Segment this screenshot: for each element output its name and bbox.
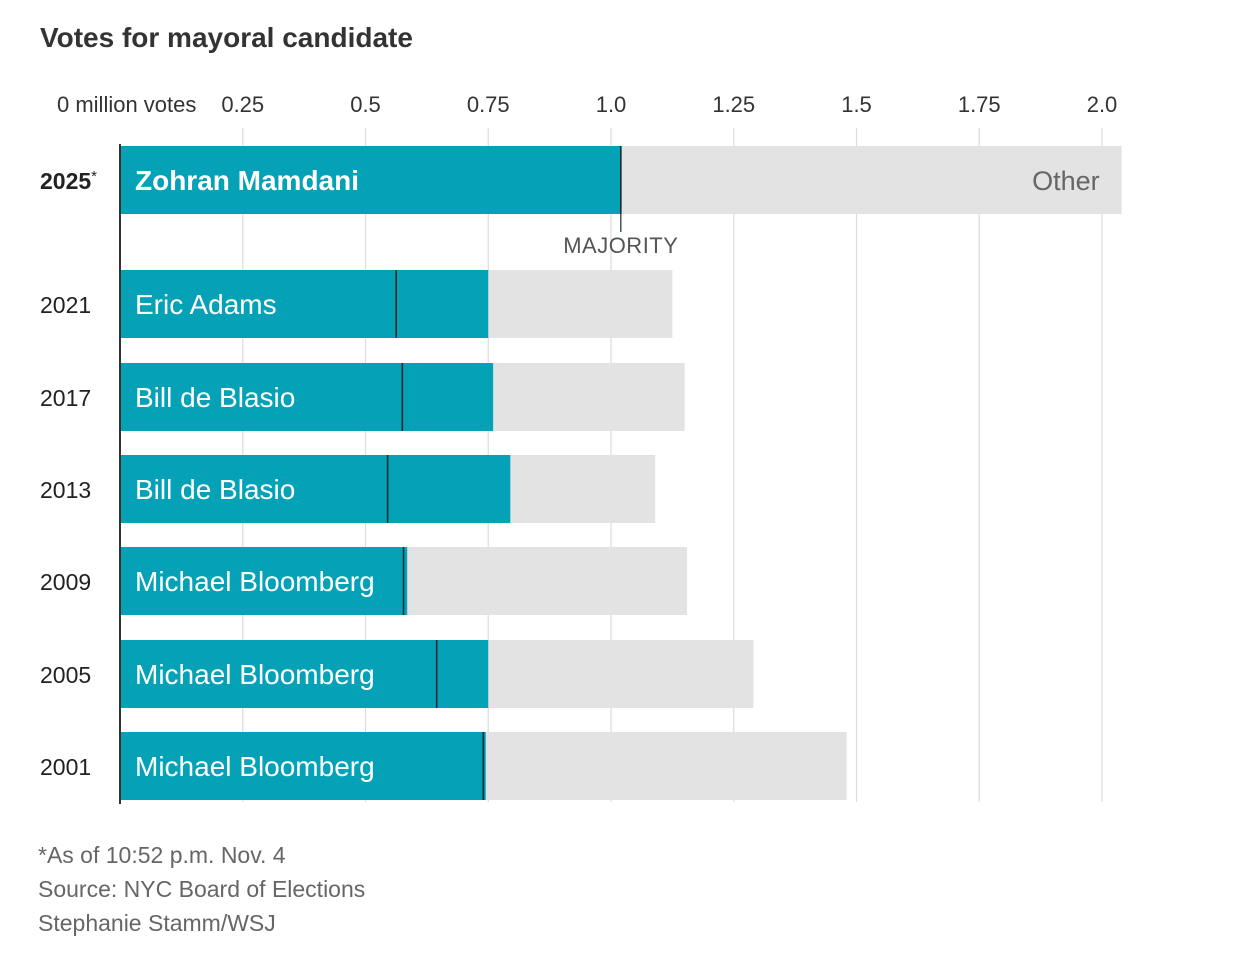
- winner-name-label: Eric Adams: [135, 289, 277, 320]
- x-axis-tick-labels: 0 million votes 0.25 0.5 0.75 1.0 1.25 1.5 1.75…: [57, 92, 1117, 117]
- year-label: 2025*: [40, 168, 97, 194]
- winner-votes-bar: [120, 455, 511, 523]
- x-tick-label: 1.75: [958, 92, 1001, 117]
- year-label: 2009: [40, 569, 91, 595]
- year-label-text: 2009: [40, 569, 91, 595]
- majority-annotation: MAJORITY: [563, 233, 678, 258]
- winner-name-label: Bill de Blasio: [135, 382, 295, 413]
- other-votes-bar: [493, 363, 685, 431]
- year-label: 2005: [40, 662, 91, 688]
- year-label: 2021: [40, 292, 91, 318]
- other-votes-bar: [510, 455, 656, 523]
- other-votes-bar: [620, 146, 1122, 214]
- footnotes: *As of 10:52 p.m. Nov. 4 Source: NYC Boa…: [38, 838, 365, 940]
- year-label-text: 2021: [40, 292, 91, 318]
- winner-name-label: Michael Bloomberg: [135, 751, 375, 782]
- winner-votes-bar: [120, 270, 489, 338]
- year-label-text: 2013: [40, 477, 91, 503]
- other-votes-bar: [407, 547, 688, 615]
- winner-votes-bar: [120, 146, 621, 214]
- year-label: 2001: [40, 754, 91, 780]
- x-tick-label: 0.5: [350, 92, 381, 117]
- year-label: 2013: [40, 477, 91, 503]
- x-tick-label: 0.25: [221, 92, 264, 117]
- footnote-credit: Stephanie Stamm/WSJ: [38, 910, 276, 936]
- winner-votes-bar: [120, 640, 489, 708]
- winner-name-label: Michael Bloomberg: [135, 659, 375, 690]
- year-label-text: 2005: [40, 662, 91, 688]
- chart-title: Votes for mayoral candidate: [40, 22, 413, 53]
- bar-labels: 2025* Zohran Mamdani 2021 Eric Adams 2017 Bil…: [40, 144, 1100, 804]
- x-tick-label: 2.0: [1087, 92, 1118, 117]
- x-tick-label: 1.5: [841, 92, 872, 117]
- year-asterisk: *: [91, 168, 97, 185]
- year-label-text: 2025: [40, 168, 91, 194]
- x-tick-label: 1.0: [596, 92, 627, 117]
- x-tick-label: 0.75: [467, 92, 510, 117]
- other-series-label: Other: [1032, 166, 1100, 196]
- winner-votes-bar: [120, 732, 486, 800]
- winner-name-label: Michael Bloomberg: [135, 566, 375, 597]
- other-votes-bar: [485, 732, 847, 800]
- bars: [120, 146, 1122, 800]
- year-label-text: 2017: [40, 385, 91, 411]
- x-tick-label: 1.25: [712, 92, 755, 117]
- winner-name-label: Zohran Mamdani: [135, 165, 359, 196]
- other-votes-bar: [488, 270, 673, 338]
- winner-votes-bar: [120, 363, 494, 431]
- year-label: 2017: [40, 385, 91, 411]
- other-votes-bar: [488, 640, 754, 708]
- year-label-text: 2001: [40, 754, 91, 780]
- x-tick-label: 0 million votes: [57, 92, 196, 117]
- footnote-source: Source: NYC Board of Elections: [38, 876, 366, 902]
- winner-name-label: Bill de Blasio: [135, 474, 295, 505]
- winner-votes-bar: [120, 547, 408, 615]
- footnote-timestamp: *As of 10:52 p.m. Nov. 4: [38, 842, 286, 868]
